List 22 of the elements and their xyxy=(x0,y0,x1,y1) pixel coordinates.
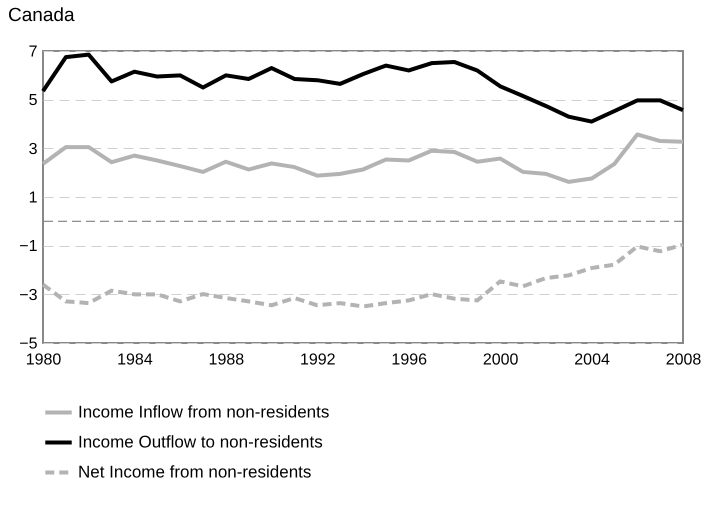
y-tick-label: 3 xyxy=(28,140,38,158)
x-tick-label: 1996 xyxy=(391,352,428,368)
legend-label: Income Outflow to non-residents xyxy=(78,432,323,452)
y-tick-label: −1 xyxy=(19,238,38,256)
y-tick-label: −5 xyxy=(19,336,38,352)
legend-label: Net Income from non-residents xyxy=(78,462,312,482)
legend-label: Income Inflow from non-residents xyxy=(78,402,330,422)
x-tick-label: 1988 xyxy=(208,352,244,368)
x-tick-label: 2000 xyxy=(482,352,519,368)
line-series xyxy=(41,132,685,184)
chart-title: Canada xyxy=(8,5,75,26)
x-tick-label: 1984 xyxy=(117,352,153,368)
line-series xyxy=(41,52,685,124)
x-tick-label: 1980 xyxy=(26,352,62,368)
y-tick-label: −3 xyxy=(19,286,38,304)
y-tick-label: 1 xyxy=(28,190,38,206)
x-tick-label: 1992 xyxy=(300,352,336,368)
x-tick-label: 2008 xyxy=(666,352,702,368)
x-tick-label: 2004 xyxy=(574,352,610,368)
y-tick-label: 7 xyxy=(28,44,38,60)
y-tick-label: 5 xyxy=(28,92,38,110)
line-series xyxy=(41,242,685,308)
